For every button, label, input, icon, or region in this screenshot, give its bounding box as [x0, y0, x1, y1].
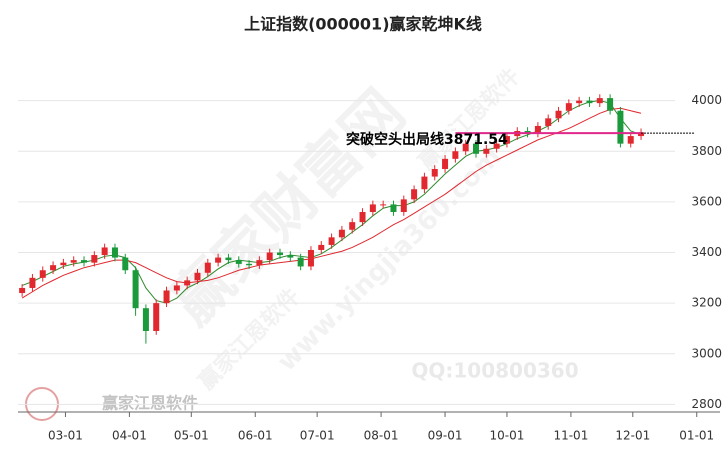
candle-body	[452, 151, 459, 159]
candle-body	[565, 103, 572, 111]
candle-body	[545, 118, 552, 126]
candle-body	[586, 100, 593, 104]
candle-body	[318, 244, 325, 250]
y-tick-label: 3400	[691, 245, 722, 259]
x-tick-label: 11-01	[553, 429, 588, 443]
candle-body	[246, 263, 253, 266]
x-tick-label: 07-01	[300, 429, 335, 443]
candle-body	[473, 143, 479, 154]
candle-body	[235, 260, 242, 264]
candle-body	[483, 148, 490, 154]
candle-body	[122, 257, 129, 271]
candle-body	[359, 212, 366, 223]
candle-body	[369, 204, 376, 213]
candle-body	[462, 143, 469, 152]
candle-body	[307, 249, 314, 267]
y-tick-label: 3200	[691, 296, 722, 310]
candle-body	[328, 237, 335, 245]
candle-body	[380, 204, 387, 206]
y-tick-label: 4000	[691, 93, 722, 107]
candle-body	[215, 257, 222, 263]
candle-body	[266, 252, 273, 261]
y-tick-label: 3800	[691, 144, 722, 158]
candle-body	[390, 204, 397, 213]
x-tick-label: 04-01	[112, 429, 147, 443]
candle-body	[111, 247, 118, 258]
candle-body	[163, 290, 170, 304]
candle-body	[607, 98, 614, 111]
candle-body	[627, 136, 634, 144]
x-tick-label: 09-01	[428, 429, 463, 443]
candle-body	[411, 189, 418, 200]
candle-body	[493, 143, 500, 149]
candle-body	[153, 303, 160, 331]
candle-body	[204, 262, 211, 273]
candle-body	[91, 255, 98, 263]
annotation: 突破空头出局线3871.54	[346, 131, 508, 148]
watermark: 赢家江恩软件	[102, 394, 198, 413]
x-tick-label: 03-01	[48, 429, 83, 443]
candle-body	[431, 168, 438, 177]
x-tick-label: 06-01	[238, 429, 273, 443]
candle-body	[442, 158, 449, 169]
candle-body	[19, 287, 26, 294]
candle-body	[184, 280, 191, 286]
candle-body	[29, 277, 36, 288]
candle-body	[503, 136, 510, 144]
candle-body	[349, 222, 356, 230]
candle-body	[287, 255, 294, 258]
candle-body	[555, 110, 562, 119]
candle-body	[277, 252, 284, 256]
candle-body	[142, 308, 149, 331]
candle-body	[256, 260, 263, 266]
candle-body	[70, 260, 77, 263]
candle-body	[297, 257, 304, 267]
candle-body	[39, 270, 46, 278]
candle-body	[534, 125, 541, 134]
candle-body	[225, 257, 232, 261]
candle-body	[400, 199, 407, 213]
x-tick-label: 10-01	[490, 429, 525, 443]
chart-title: 上证指数(000001)赢家乾坤K线	[244, 15, 482, 34]
x-tick-label: 01-01	[679, 429, 714, 443]
candle-body	[81, 260, 88, 263]
x-tick-label: 12-01	[615, 429, 650, 443]
y-tick-label: 3000	[691, 346, 722, 360]
candle-body	[101, 247, 108, 256]
candle-body	[132, 270, 139, 309]
candle-body	[576, 100, 583, 104]
y-tick-label: 2800	[691, 397, 722, 411]
y-tick-label: 3600	[691, 194, 722, 208]
x-tick-label: 05-01	[174, 429, 209, 443]
candle-body	[50, 265, 57, 271]
candle-body	[173, 285, 180, 291]
watermark: QQ:100800360	[411, 359, 578, 383]
candle-body	[596, 98, 603, 104]
candle-body	[194, 272, 201, 281]
candle-body	[617, 110, 624, 144]
candle-body	[60, 262, 67, 266]
candle-body	[638, 132, 645, 137]
x-tick-label: 08-01	[364, 429, 399, 443]
candle-body	[338, 229, 345, 238]
candle-body	[421, 176, 428, 190]
